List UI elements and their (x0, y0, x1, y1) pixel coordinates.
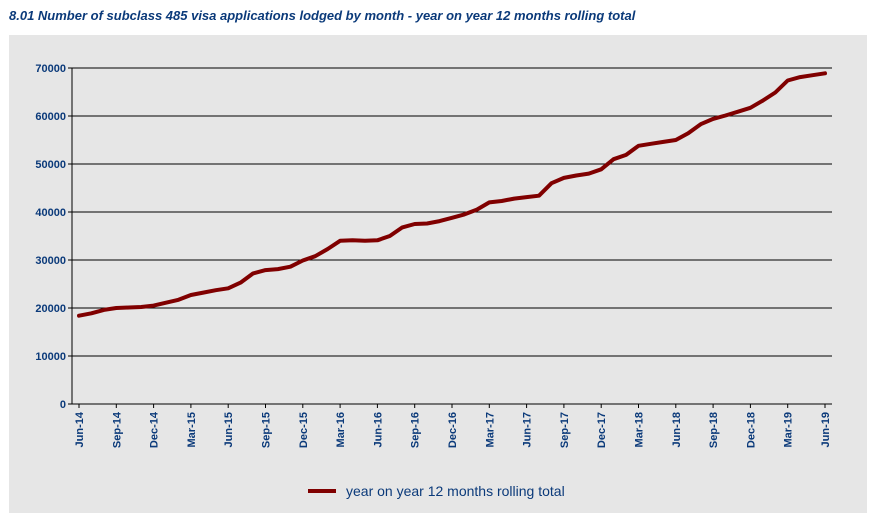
x-tick-label: Mar-17 (484, 412, 496, 447)
x-tick-label: Jun-19 (820, 412, 832, 447)
x-tick-label: Dec-17 (596, 412, 608, 448)
gridlines (72, 67, 832, 357)
x-tick-label: Sep-14 (111, 411, 123, 448)
axes (68, 67, 832, 408)
x-tick-label: Jun-17 (522, 412, 534, 447)
y-tick-label: 20000 (35, 303, 66, 315)
series-line (77, 71, 827, 318)
x-tick-label: Sep-18 (708, 412, 720, 448)
y-tick-label: 50000 (35, 159, 66, 171)
y-tick-label: 10000 (35, 351, 66, 363)
y-tick-label: 70000 (35, 63, 66, 75)
series-lines (77, 71, 827, 318)
y-tick-label: 30000 (35, 255, 66, 267)
x-tick-label: Sep-16 (410, 412, 422, 448)
x-tick-label: Sep-15 (261, 412, 273, 448)
x-tick-labels: Jun-14 Sep-14 Dec-14 Mar-15 Jun-15 Sep-15 Dec-… (74, 411, 832, 448)
x-tick-label: Jun-18 (671, 412, 683, 447)
x-tick-label: Jun-16 (372, 412, 384, 447)
x-tick-label: Dec-18 (745, 412, 757, 448)
x-tick-label: Jun-14 (74, 411, 86, 447)
legend-label: year on year 12 months rolling total (346, 483, 565, 499)
x-tick-label: Mar-19 (783, 412, 795, 447)
x-tick-label: Dec-14 (149, 411, 161, 448)
x-tick-label: Dec-15 (298, 412, 310, 448)
legend: year on year 12 months rolling total (308, 483, 565, 499)
x-tick-label: Sep-17 (559, 412, 571, 448)
x-tick-label: Mar-16 (335, 412, 347, 447)
y-tick-label: 0 (60, 399, 66, 411)
x-tick-label: Jun-15 (223, 412, 235, 447)
chart-title: 8.01 Number of subclass 485 visa applica… (9, 8, 636, 23)
y-tick-label: 60000 (35, 111, 66, 123)
x-tick-label: Mar-18 (634, 412, 646, 447)
x-tick-label: Mar-15 (186, 412, 198, 447)
y-tick-labels: 0 10000 20000 30000 40000 50000 60000 70000 (35, 63, 66, 411)
x-tick-label: Dec-16 (447, 412, 459, 448)
y-tick-label: 40000 (35, 207, 66, 219)
